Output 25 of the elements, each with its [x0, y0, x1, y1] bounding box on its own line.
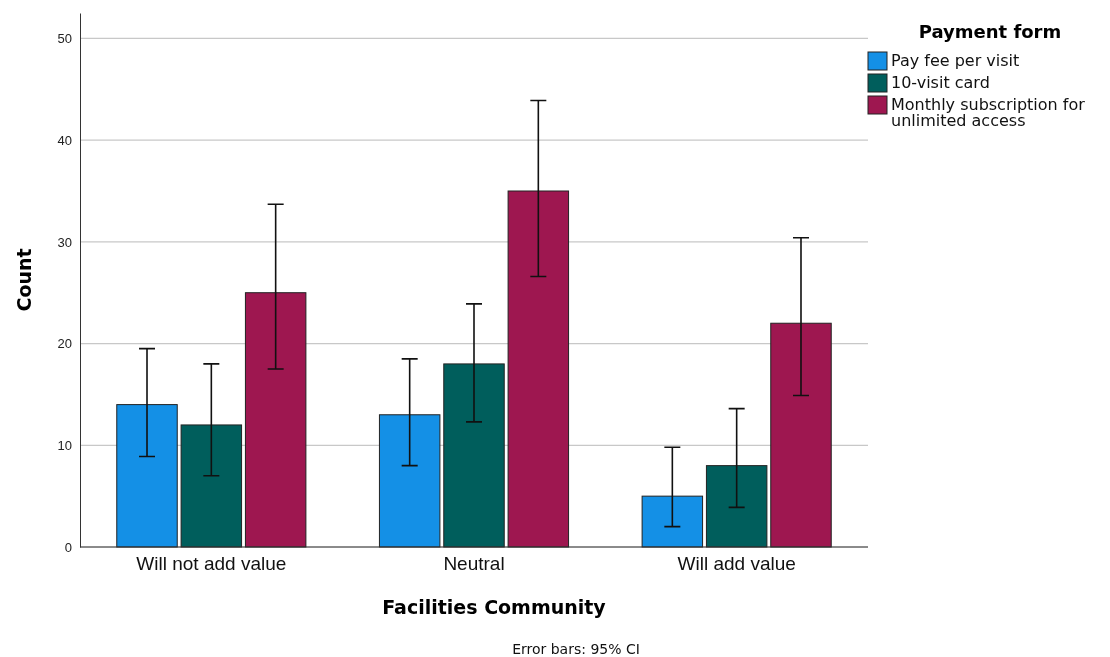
x-tick-label: Neutral: [443, 553, 505, 575]
legend-title: Payment form: [918, 21, 1062, 42]
bar: [507, 190, 570, 548]
x-tick-label: Will add value: [677, 553, 796, 575]
bar: [116, 404, 178, 548]
y-tick-label: 20: [57, 336, 72, 352]
x-tick-label: Will not add value: [136, 553, 287, 575]
x-axis-title: Facilities Community: [382, 596, 607, 618]
bar: [180, 424, 243, 548]
text: Error bars: 95% CI: [512, 641, 640, 657]
y-axis-title: Count: [13, 248, 35, 312]
y-tick-label: 50: [57, 31, 72, 47]
legend-label: Pay fee per visit: [891, 51, 1020, 70]
y-tick-label: 40: [57, 132, 72, 148]
bar: [705, 465, 768, 548]
bar: [641, 495, 704, 548]
y-tick-label: 30: [57, 234, 72, 250]
legend-label: 10-visit card: [891, 73, 990, 92]
y-tick-label: 0: [64, 539, 72, 555]
legend-label: Monthly subscription for unlimited access: [891, 95, 1086, 130]
y-tick-label: 10: [57, 437, 72, 453]
bar: [770, 322, 832, 548]
bar: [244, 292, 307, 548]
bar: [378, 414, 441, 548]
bar: [443, 363, 505, 548]
